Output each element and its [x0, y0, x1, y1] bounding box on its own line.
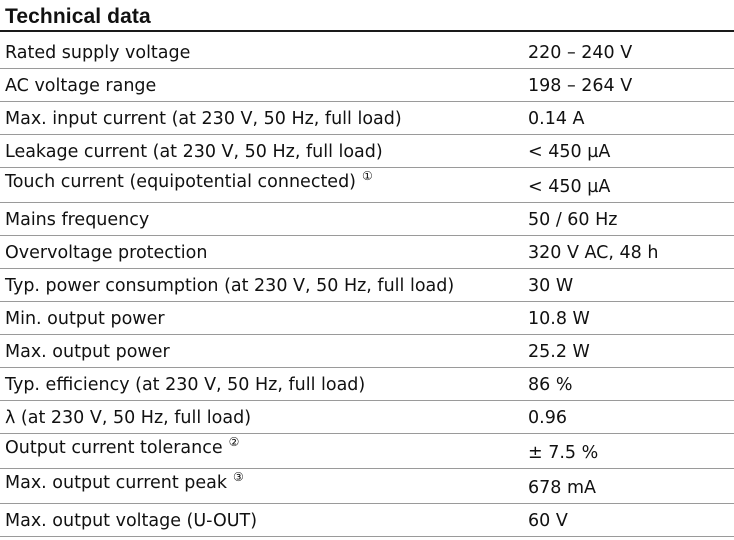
parameter-value: 0.96	[528, 408, 567, 428]
parameter-label: λ (at 230 V, 50 Hz, full load)	[5, 408, 252, 428]
parameter-value: 30 W	[528, 276, 574, 296]
table-row: Max. input current (at 230 V, 50 Hz, ful…	[0, 102, 734, 135]
parameter-label: Typ. efficiency (at 230 V, 50 Hz, full l…	[5, 375, 366, 395]
parameter-label: Touch current (equipotential connected) ①	[5, 169, 373, 193]
parameter-value: 678 mA	[528, 478, 596, 498]
parameter-value: 60 V	[528, 511, 568, 531]
parameter-value: ± 7.5 %	[528, 443, 599, 463]
technical-data-table: Rated supply voltage 220 – 240 V AC volt…	[0, 36, 734, 537]
table-row: λ (at 230 V, 50 Hz, full load) 0.96	[0, 401, 734, 434]
parameter-value: < 450 µA	[528, 177, 611, 197]
parameter-label: Mains frequency	[5, 210, 150, 230]
parameter-label: Max. output power	[5, 342, 170, 362]
table-row: Min. output power 10.8 W	[0, 302, 734, 335]
parameter-value: < 450 µA	[528, 142, 611, 162]
table-row: Max. output power 25.2 W	[0, 335, 734, 368]
parameter-label: Overvoltage protection	[5, 243, 208, 263]
parameter-label: Leakage current (at 230 V, 50 Hz, full l…	[5, 142, 383, 162]
parameter-label: Max. input current (at 230 V, 50 Hz, ful…	[5, 109, 402, 129]
parameter-value: 0.14 A	[528, 109, 585, 129]
parameter-text: Max. output current peak	[5, 473, 228, 493]
table-row: Typ. efficiency (at 230 V, 50 Hz, full l…	[0, 368, 734, 401]
table-row: Typ. power consumption (at 230 V, 50 Hz,…	[0, 269, 734, 302]
parameter-value: 25.2 W	[528, 342, 590, 362]
table-row: Output current tolerance ② ± 7.5 %	[0, 434, 734, 469]
parameter-label: Max. output current peak ③	[5, 470, 244, 494]
table-row: Max. output current peak ③ 678 mA	[0, 469, 734, 504]
parameter-value: 220 – 240 V	[528, 43, 633, 63]
table-row: Rated supply voltage 220 – 240 V	[0, 36, 734, 69]
title-divider	[0, 30, 734, 32]
parameter-value: 198 – 264 V	[528, 76, 633, 96]
parameter-text: Touch current (equipotential connected)	[5, 172, 357, 192]
parameter-value: 86 %	[528, 375, 573, 395]
parameter-text: Output current tolerance	[5, 438, 223, 458]
parameter-label: Output current tolerance ②	[5, 435, 240, 459]
table-row: Overvoltage protection 320 V AC, 48 h	[0, 236, 734, 269]
footnote-marker: ①	[362, 169, 373, 183]
parameter-label: AC voltage range	[5, 76, 157, 96]
parameter-value: 50 / 60 Hz	[528, 210, 618, 230]
table-row: Touch current (equipotential connected) ①…	[0, 168, 734, 203]
table-row: AC voltage range 198 – 264 V	[0, 69, 734, 102]
parameter-value: 10.8 W	[528, 309, 590, 329]
page-title: Technical data	[5, 5, 151, 28]
table-row: Leakage current (at 230 V, 50 Hz, full l…	[0, 135, 734, 168]
table-row: Max. output voltage (U-OUT) 60 V	[0, 504, 734, 537]
parameter-value: 320 V AC, 48 h	[528, 243, 659, 263]
footnote-marker: ③	[233, 470, 244, 484]
parameter-label: Typ. power consumption (at 230 V, 50 Hz,…	[5, 276, 455, 296]
footnote-marker: ②	[228, 435, 240, 449]
parameter-label: Rated supply voltage	[5, 43, 191, 63]
parameter-label: Max. output voltage (U-OUT)	[5, 511, 258, 531]
parameter-label: Min. output power	[5, 309, 165, 329]
table-row: Mains frequency 50 / 60 Hz	[0, 203, 734, 236]
